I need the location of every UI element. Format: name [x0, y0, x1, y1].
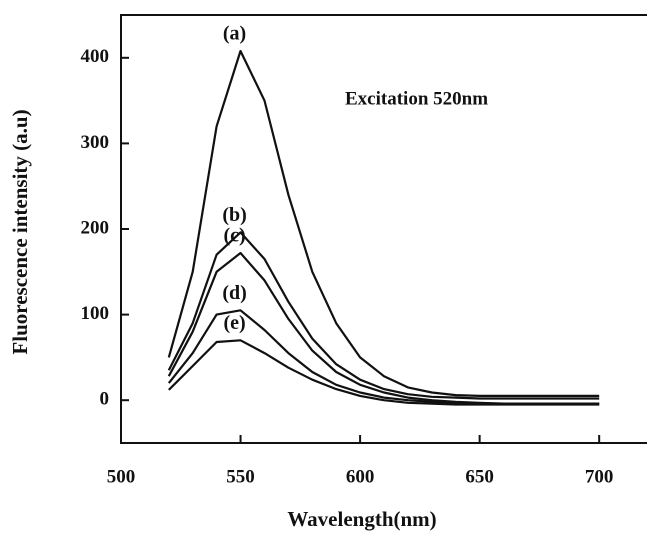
x-axis-label: Wavelength(nm) [287, 507, 436, 531]
series-line [167, 49, 600, 397]
series-label: (e) [223, 312, 245, 334]
x-tick-label: 650 [465, 466, 494, 487]
x-tick-label: 700 [585, 466, 614, 487]
x-tick-label: 550 [226, 466, 255, 487]
x-tick-label: 500 [107, 466, 136, 487]
y-axis-label: Fluorescence intensity (a.u) [8, 109, 32, 354]
series-line [167, 231, 600, 400]
series-label: (b) [222, 204, 246, 226]
series-line [168, 339, 600, 406]
x-tick-label: 600 [346, 466, 375, 487]
y-tick-label: 200 [81, 217, 110, 238]
series-label: (a) [223, 23, 246, 45]
series-label: (d) [222, 282, 246, 304]
y-tick-label: 300 [81, 132, 110, 153]
y-tick-label: 400 [81, 46, 110, 67]
y-tick-label: 100 [81, 303, 110, 324]
annotation: Excitation 520nm [345, 88, 488, 109]
y-tick-label: 0 [100, 389, 110, 410]
series-label: (c) [223, 225, 245, 247]
